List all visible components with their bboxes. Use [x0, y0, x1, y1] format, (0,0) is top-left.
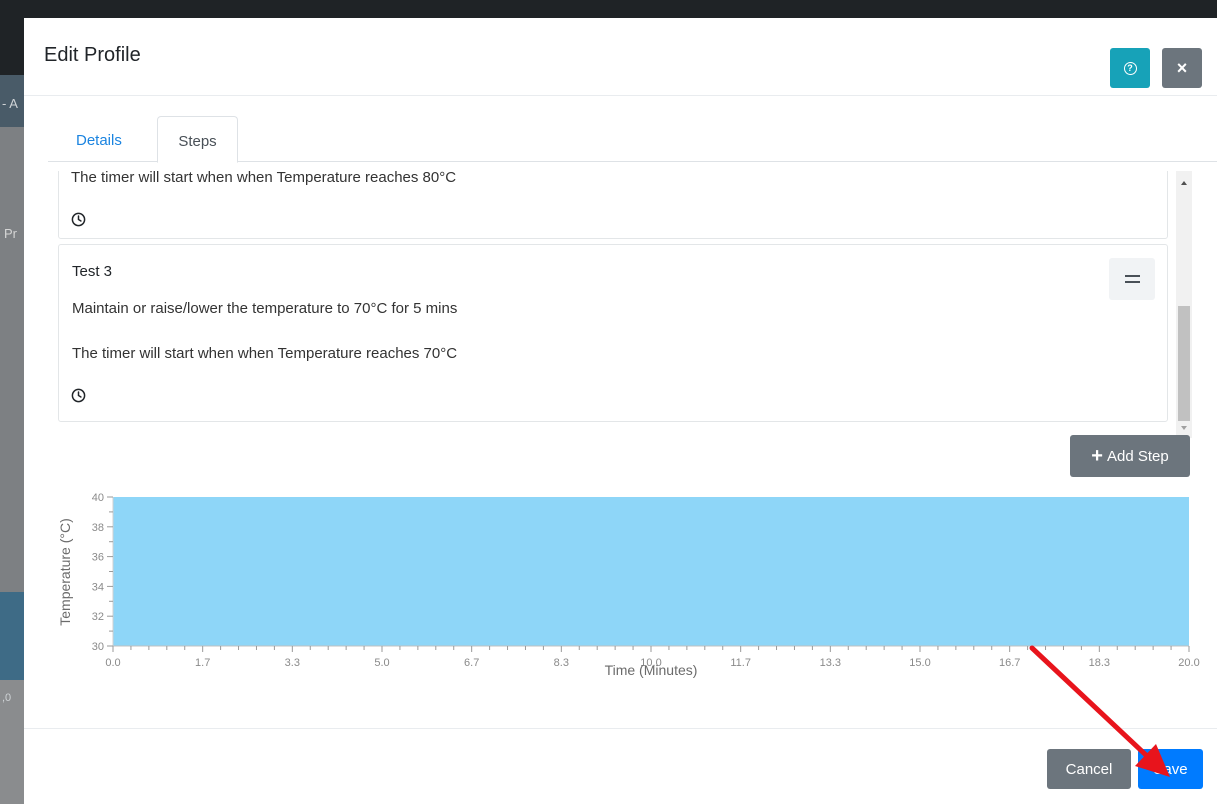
x-tick-label: 10.0	[640, 657, 661, 669]
step-timer-text: The timer will start when when Temperatu…	[72, 345, 458, 362]
x-tick-label: 5.0	[374, 657, 389, 669]
background-strip	[0, 680, 24, 804]
steps-list[interactable]: The timer will start when when Temperatu…	[58, 171, 1191, 424]
cancel-button[interactable]: Cancel	[1047, 749, 1131, 789]
annotation-arrow-icon	[1029, 645, 1170, 777]
y-axis-label: Temperature (°C)	[57, 518, 73, 626]
close-button[interactable]: ×	[1162, 48, 1202, 88]
help-button[interactable]: ?	[1110, 48, 1150, 88]
step-description: Maintain or raise/lower the temperature …	[72, 300, 458, 317]
y-tick-label: 38	[92, 522, 104, 534]
question-circle-icon: ?	[1123, 61, 1137, 75]
modal-header: Edit Profile ? ×	[24, 18, 1217, 96]
tab-steps[interactable]: Steps	[157, 116, 238, 163]
x-tick-label: 18.3	[1089, 657, 1110, 669]
scrollbar-thumb[interactable]	[1178, 306, 1190, 421]
x-tick-label: 13.3	[820, 657, 841, 669]
scroll-up-arrow-icon[interactable]	[1181, 181, 1187, 185]
background-strip	[0, 127, 24, 592]
chart-area-series	[113, 497, 1189, 646]
step-card: Test 3 Maintain or raise/lower the tempe…	[58, 244, 1168, 422]
x-tick-label: 20.0	[1178, 657, 1199, 669]
axis-ticks: 30 32 34 36 38 40 0.0 1.7 3.3 5.0 6.7 8.3 10.0 11.7 13…	[92, 492, 1200, 669]
tabs: Details Steps	[48, 116, 1217, 163]
plus-icon: +	[1091, 445, 1103, 467]
y-tick-label: 34	[92, 581, 104, 593]
area-fill	[113, 497, 1189, 646]
clock-icon	[71, 388, 86, 403]
x-tick-label: 3.3	[285, 657, 300, 669]
background-strip	[0, 75, 24, 127]
edit-profile-modal: Edit Profile ? × Details Steps The timer…	[24, 18, 1217, 804]
close-icon: ×	[1176, 57, 1188, 78]
step-text: The timer will start when when Temperatu…	[71, 171, 457, 186]
x-tick-label: 15.0	[909, 657, 930, 669]
background-text-fragment: Pr	[4, 226, 17, 241]
background-text-fragment: - A	[2, 96, 18, 111]
add-step-button[interactable]: + Add Step	[1070, 435, 1190, 477]
clock-icon	[71, 212, 86, 227]
add-step-label: Add Step	[1106, 447, 1169, 465]
scroll-down-arrow-icon[interactable]	[1181, 426, 1187, 430]
drag-handle-icon[interactable]	[1109, 258, 1155, 300]
background-text-fragment: ,0	[2, 692, 12, 704]
x-tick-label: 8.3	[554, 657, 569, 669]
y-tick-label: 36	[92, 552, 104, 564]
temperature-chart: 30 32 34 36 38 40 0.0 1.7 3.3 5.0 6.7 8.3 10.0 11.7 13…	[57, 492, 1200, 678]
tab-details[interactable]: Details	[76, 132, 122, 149]
y-tick-label: 32	[92, 611, 104, 623]
step-title: Test 3	[72, 263, 113, 280]
steps-scrollbar[interactable]	[1176, 171, 1192, 438]
x-tick-label: 0.0	[105, 657, 120, 669]
x-axis-label: Time (Minutes)	[605, 662, 698, 678]
x-tick-label: 6.7	[464, 657, 479, 669]
step-card: The timer will start when when Temperatu…	[58, 171, 1168, 239]
modal-title: Edit Profile	[44, 44, 141, 66]
y-tick-label: 30	[92, 641, 104, 653]
background-strip	[0, 592, 24, 680]
y-tick-label: 40	[92, 492, 104, 504]
x-tick-label: 11.7	[730, 657, 751, 669]
x-tick-label: 16.7	[999, 657, 1020, 669]
x-tick-label: 1.7	[195, 657, 210, 669]
